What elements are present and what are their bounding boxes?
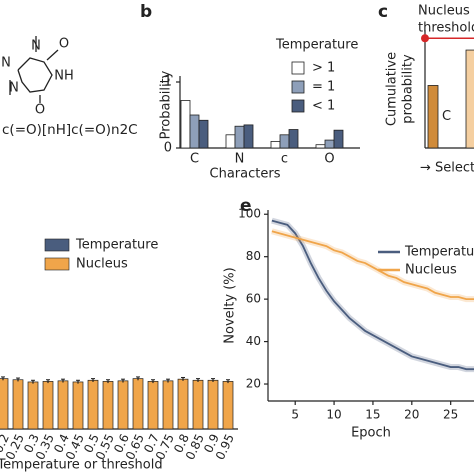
x-axis-label: Epoch (351, 426, 391, 441)
bar (132, 378, 144, 430)
x-tick-label: O (324, 152, 334, 167)
bar (102, 381, 114, 430)
chart-title: Nucleus (418, 4, 470, 19)
atom: O (59, 37, 69, 52)
bar (192, 379, 204, 430)
x-axis-label: → Selected (420, 161, 474, 176)
bar (324, 139, 335, 149)
bar (162, 380, 174, 430)
legend-swatch (291, 61, 305, 75)
bar (42, 381, 54, 430)
threshold-dot (421, 34, 429, 43)
bar (0, 378, 9, 430)
bar (234, 125, 245, 149)
x-tick-label: c (281, 152, 288, 167)
x-axis-label: Temperature or threshold (0, 458, 163, 473)
y-tick-label: 1 (164, 75, 172, 90)
panel-label: c (378, 2, 388, 22)
bar (207, 379, 219, 430)
y-tick-label: 100 (238, 207, 261, 221)
bar (87, 379, 99, 430)
chart-title: threshold (418, 21, 474, 36)
bar (270, 140, 281, 149)
bar-label: C (442, 109, 451, 124)
atom: NH (54, 69, 74, 84)
legend-label: > 1 (312, 61, 335, 76)
bar (12, 379, 24, 430)
legend-label: Temperature (404, 245, 474, 260)
smiles: c(=O)[nH]c(=O)n2C (2, 122, 138, 138)
bar (27, 381, 39, 430)
legend-label: = 1 (312, 80, 335, 95)
y-axis-label: Probability (159, 70, 174, 139)
x-tick-label: 25 (443, 408, 458, 422)
bar (177, 378, 189, 430)
bar (279, 134, 290, 149)
x-tick-label: C (190, 152, 199, 167)
y-tick-label: 60 (246, 292, 261, 306)
bar (189, 114, 200, 149)
bar (222, 381, 234, 430)
legend-swatch (291, 99, 305, 113)
legend-label: < 1 (312, 99, 335, 114)
bar (288, 129, 299, 149)
bar (427, 85, 439, 149)
bar (72, 381, 84, 430)
bar (243, 124, 254, 149)
y-tick-label: 40 (246, 334, 261, 348)
legend-label: Temperature (75, 238, 158, 253)
bar (333, 129, 344, 149)
x-tick-label: 15 (365, 408, 380, 422)
atom: N (9, 81, 19, 96)
x-tick-label: N (235, 152, 245, 167)
y-tick-label: 80 (246, 249, 261, 263)
bar (465, 49, 474, 149)
bar (315, 144, 326, 149)
panel-label: b (140, 2, 152, 22)
legend-swatch (44, 257, 70, 271)
line (271, 219, 474, 371)
legend-label: Nucleus (405, 263, 457, 278)
y-axis-label: Cumulative (385, 52, 400, 126)
legend-title: Temperature (275, 38, 358, 53)
atom: O (35, 103, 45, 118)
y-axis-label: probability (401, 54, 416, 124)
y-tick-label: 20 (246, 377, 261, 391)
bar (180, 100, 191, 149)
bar (147, 381, 159, 430)
bar (225, 134, 236, 149)
legend-swatch (291, 80, 305, 94)
y-tick-label: 0 (164, 141, 172, 156)
bar (57, 380, 69, 430)
x-tick-label: 0.2 (0, 432, 12, 455)
line (271, 230, 474, 301)
legend-swatch (44, 238, 70, 252)
x-axis-label: Characters (210, 167, 281, 182)
panel-label: e (240, 196, 252, 216)
legend-label: Nucleus (76, 257, 128, 272)
x-tick-label: 10 (326, 408, 341, 422)
bar (117, 380, 129, 430)
atom: N (31, 39, 41, 54)
y-axis-label: Novelty (%) (223, 267, 238, 343)
bar (198, 119, 209, 149)
x-tick-label: 20 (404, 408, 419, 422)
x-tick-label: 5 (291, 408, 299, 422)
atom: N (1, 56, 11, 71)
molecule-drawing (9, 36, 59, 103)
